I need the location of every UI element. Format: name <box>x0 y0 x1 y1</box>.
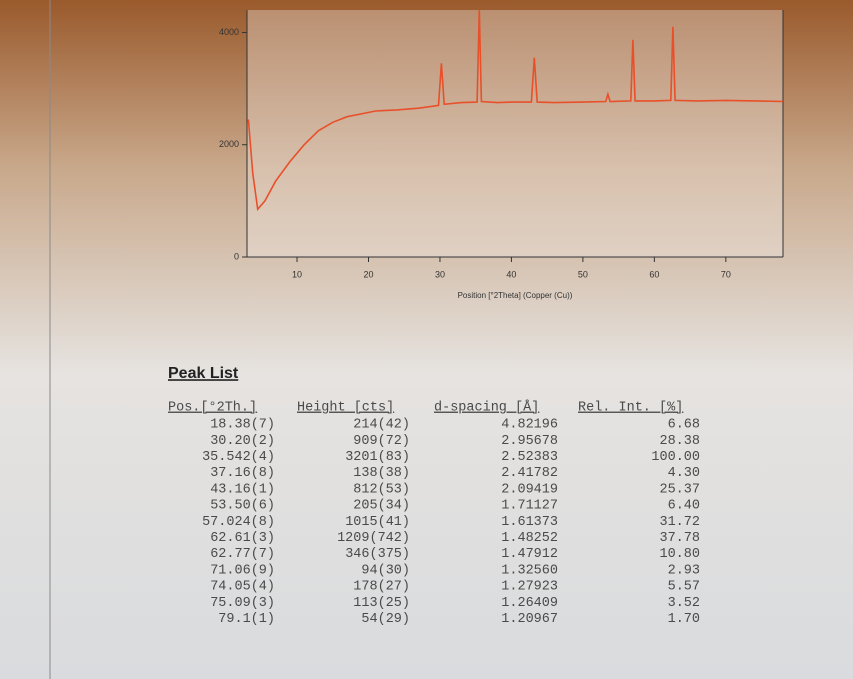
table-cell: 75.09(3) <box>210 596 275 611</box>
y-tick-label: 2000 <box>219 139 239 149</box>
y-tick-label: 4000 <box>219 27 239 37</box>
x-tick-label: 10 <box>292 269 302 279</box>
x-axis-label: Position [°2Theta] (Copper (Cu)) <box>458 291 573 300</box>
plot-area <box>247 10 783 257</box>
table-cell: 71.06(9) <box>210 563 275 578</box>
table-cell: 1209(742) <box>337 531 410 546</box>
column-header: Height [cts] <box>297 401 394 416</box>
table-cell: 25.37 <box>659 482 700 497</box>
table-cell: 138(38) <box>353 466 410 481</box>
table-cell: 6.40 <box>668 499 700 514</box>
table-cell: 2.52383 <box>501 450 558 465</box>
x-tick-label: 60 <box>649 269 659 279</box>
table-cell: 57.024(8) <box>202 515 275 530</box>
xrd-trace <box>247 9 784 212</box>
table-cell: 100.00 <box>651 450 700 465</box>
x-tick-label: 20 <box>363 269 373 279</box>
table-cell: 1.47912 <box>501 547 558 562</box>
table-cell: 43.16(1) <box>210 482 275 497</box>
table-cell: 2.09419 <box>501 482 558 497</box>
table-cell: 31.72 <box>659 515 700 530</box>
table-cell: 178(27) <box>353 580 410 595</box>
table-cell: 1.27923 <box>501 580 558 595</box>
table-cell: 1.71127 <box>501 499 558 514</box>
table-cell: 79.1(1) <box>218 612 275 627</box>
table-cell: 1.32560 <box>501 563 558 578</box>
table-cell: 1.20967 <box>501 612 558 627</box>
table-cell: 5.57 <box>668 580 700 595</box>
table-cell: 2.95678 <box>501 434 558 449</box>
table-cell: 94(30) <box>361 563 410 578</box>
section-title: Peak List <box>168 365 239 382</box>
table-cell: 18.38(7) <box>210 418 275 433</box>
table-cell: 30.20(2) <box>210 434 275 449</box>
table-cell: 214(42) <box>353 418 410 433</box>
table-cell: 3.52 <box>668 596 700 611</box>
table-cell: 54(29) <box>361 612 410 627</box>
table-cell: 812(53) <box>353 482 410 497</box>
table-cell: 1.48252 <box>501 531 558 546</box>
column-header: Rel. Int. [%] <box>578 401 683 416</box>
table-cell: 4.82196 <box>501 418 558 433</box>
table-cell: 37.78 <box>659 531 700 546</box>
table-cell: 2.93 <box>668 563 700 578</box>
table-cell: 62.61(3) <box>210 531 275 546</box>
column-header: Pos.[°2Th.] <box>168 401 257 416</box>
table-cell: 37.16(8) <box>210 466 275 481</box>
x-tick-label: 40 <box>506 269 516 279</box>
table-cell: 113(25) <box>353 596 410 611</box>
table-cell: 909(72) <box>353 434 410 449</box>
x-tick-label: 30 <box>435 269 445 279</box>
table-cell: 28.38 <box>659 434 700 449</box>
table-cell: 2.41782 <box>501 466 558 481</box>
table-cell: 53.50(6) <box>210 499 275 514</box>
table-cell: 1.26409 <box>501 596 558 611</box>
table-cell: 346(375) <box>345 547 410 562</box>
x-tick-label: 70 <box>721 269 731 279</box>
table-cell: 1.61373 <box>501 515 558 530</box>
table-cell: 205(34) <box>353 499 410 514</box>
table-cell: 1.70 <box>668 612 700 627</box>
table-cell: 10.80 <box>659 547 700 562</box>
table-cell: 6.68 <box>668 418 700 433</box>
table-cell: 62.77(7) <box>210 547 275 562</box>
y-tick-label: 0 <box>234 251 239 261</box>
column-header: d-spacing [Å] <box>434 401 539 416</box>
table-cell: 3201(83) <box>345 450 410 465</box>
table-cell: 4.30 <box>668 466 700 481</box>
table-cell: 1015(41) <box>345 515 410 530</box>
x-tick-label: 50 <box>578 269 588 279</box>
table-cell: 35.542(4) <box>202 450 275 465</box>
table-cell: 74.05(4) <box>210 580 275 595</box>
